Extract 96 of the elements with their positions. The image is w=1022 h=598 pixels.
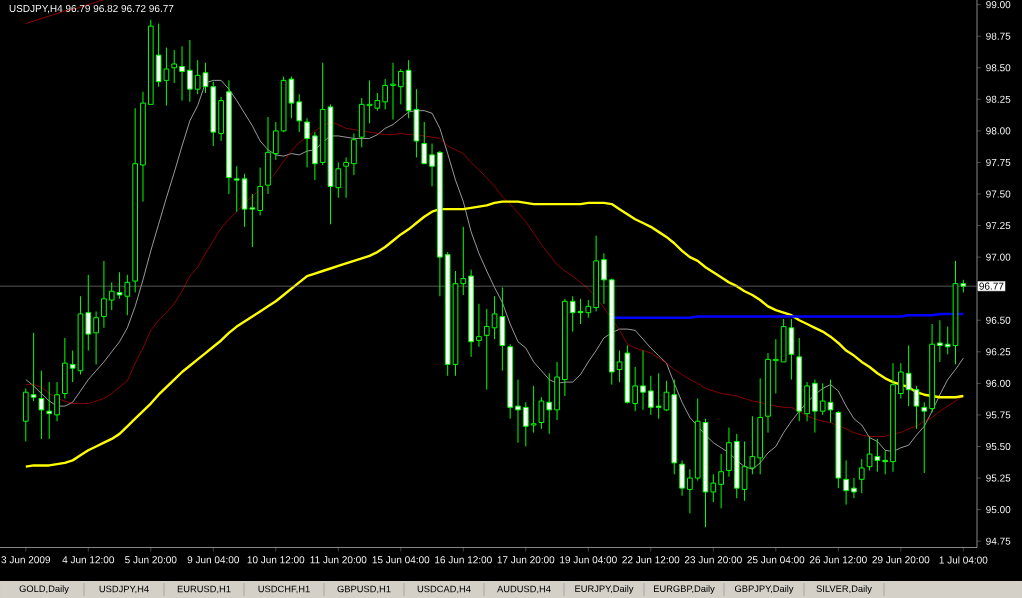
candlestick bbox=[601, 252, 607, 305]
y-tick-label: 98.00 bbox=[986, 127, 1011, 135]
candlestick bbox=[858, 458, 865, 494]
candlestick bbox=[546, 372, 553, 435]
candlestick bbox=[515, 379, 521, 444]
x-tick-label: 11 Jun 20:00 bbox=[310, 556, 367, 564]
candlestick bbox=[476, 303, 482, 348]
x-tick-label: 15 Jun 04:00 bbox=[372, 556, 430, 564]
ref-line-label: 96.77 bbox=[979, 282, 1004, 290]
candlestick bbox=[233, 165, 240, 213]
text: EURUSD,H1 bbox=[177, 585, 231, 594]
candlestick bbox=[390, 62, 396, 121]
candlestick bbox=[171, 49, 178, 84]
candlestick bbox=[335, 161, 342, 199]
y-tick-label: 98.50 bbox=[986, 64, 1011, 72]
y-tick-label: 95.25 bbox=[986, 474, 1011, 482]
text: GBPJPY,Daily bbox=[734, 585, 794, 594]
y-tick-label: 96.50 bbox=[986, 316, 1011, 324]
candlestick bbox=[772, 338, 779, 394]
candlestick bbox=[343, 156, 349, 199]
text: EURJPY,Daily bbox=[575, 585, 634, 594]
candlestick bbox=[827, 379, 834, 423]
text: AUDUSD,H4 bbox=[497, 585, 551, 594]
y-tick-label: 97.50 bbox=[986, 190, 1011, 198]
x-tick-label: 23 Jun 20:00 bbox=[684, 556, 742, 564]
candlestick bbox=[304, 117, 310, 168]
candlestick bbox=[429, 143, 435, 187]
text: EURGBP,Daily bbox=[654, 585, 715, 594]
text: USDCHF,H1 bbox=[258, 585, 310, 594]
candlestick bbox=[85, 274, 92, 352]
candlestick bbox=[522, 401, 529, 447]
x-tick-label: 26 Jun 12:00 bbox=[809, 556, 867, 564]
candlestick bbox=[351, 132, 357, 176]
x-tick-label: 29 Jun 20:00 bbox=[872, 556, 930, 564]
candlestick bbox=[897, 362, 904, 400]
text: USDJPY,H4 96.79 96.82 96.72 96.77 bbox=[9, 4, 174, 14]
candlestick bbox=[38, 370, 45, 440]
candlestick bbox=[30, 332, 37, 402]
candlestick bbox=[421, 121, 428, 165]
x-tick-label: 22 Jun 12:00 bbox=[622, 556, 680, 564]
candlestick bbox=[538, 396, 545, 430]
candlestick bbox=[632, 366, 639, 412]
candlestick bbox=[382, 78, 389, 110]
y-tick-label: 95.00 bbox=[986, 506, 1011, 514]
y-tick-label: 96.00 bbox=[986, 379, 1011, 387]
candlestick bbox=[397, 68, 404, 105]
text: GOLD,Daily bbox=[19, 585, 69, 594]
candlestick bbox=[483, 308, 490, 391]
candlestick bbox=[640, 350, 646, 411]
candlestick bbox=[460, 226, 467, 296]
x-tick-label: 25 Jun 04:00 bbox=[747, 556, 805, 564]
y-tick-label: 97.75 bbox=[986, 158, 1011, 166]
y-tick-label: 96.25 bbox=[986, 348, 1011, 356]
y-tick-label: 97.25 bbox=[986, 222, 1011, 230]
candlestick bbox=[187, 39, 193, 103]
x-tick-label: 5 Jun 20:00 bbox=[125, 556, 177, 564]
candlestick bbox=[843, 459, 849, 506]
candlestick bbox=[687, 468, 693, 514]
x-tick-label: 17 Jun 20:00 bbox=[497, 556, 555, 564]
text: USDJPY,H4 bbox=[99, 585, 149, 594]
candlestick bbox=[179, 45, 185, 102]
candlestick bbox=[718, 453, 724, 509]
x-tick-label: 16 Jun 12:00 bbox=[435, 556, 492, 564]
x-tick-label: 3 Jun 2009 bbox=[1, 556, 51, 564]
candlestick bbox=[851, 477, 857, 499]
y-tick-label: 98.25 bbox=[986, 95, 1011, 103]
x-tick-label: 10 Jun 12:00 bbox=[247, 556, 305, 564]
y-tick-label: 99.00 bbox=[986, 1, 1011, 9]
candlestick bbox=[54, 381, 60, 422]
candlestick bbox=[530, 385, 537, 434]
candlestick bbox=[819, 382, 826, 416]
candlestick bbox=[46, 381, 53, 440]
candlestick bbox=[679, 459, 685, 497]
x-tick-label: 19 Jun 04:00 bbox=[560, 556, 617, 564]
y-tick-label: 95.75 bbox=[986, 411, 1011, 419]
candlestick bbox=[296, 93, 303, 133]
x-tick-label: 9 Jun 04:00 bbox=[187, 556, 240, 564]
y-tick-label: 97.00 bbox=[986, 253, 1011, 261]
y-tick-label: 94.75 bbox=[986, 537, 1011, 545]
y-tick-label: 95.50 bbox=[986, 442, 1011, 451]
candlestick bbox=[93, 310, 99, 365]
candlestick bbox=[937, 319, 943, 363]
candlestick bbox=[108, 281, 115, 311]
candlestick bbox=[569, 295, 576, 333]
y-tick-label: 98.75 bbox=[986, 32, 1011, 40]
x-tick-label: 4 Jun 12:00 bbox=[62, 556, 115, 564]
candlestick bbox=[257, 166, 264, 216]
text: USDCAD,H4 bbox=[417, 585, 471, 594]
candlestick bbox=[272, 121, 279, 161]
candlestick bbox=[647, 375, 654, 416]
x-tick-label: 1 Jul 04:00 bbox=[939, 556, 988, 564]
candlestick bbox=[710, 473, 717, 503]
text: GBPUSD,H1 bbox=[337, 585, 391, 594]
candlestick bbox=[101, 260, 107, 329]
text: SILVER,Daily bbox=[816, 585, 872, 594]
candlestick bbox=[944, 326, 951, 355]
